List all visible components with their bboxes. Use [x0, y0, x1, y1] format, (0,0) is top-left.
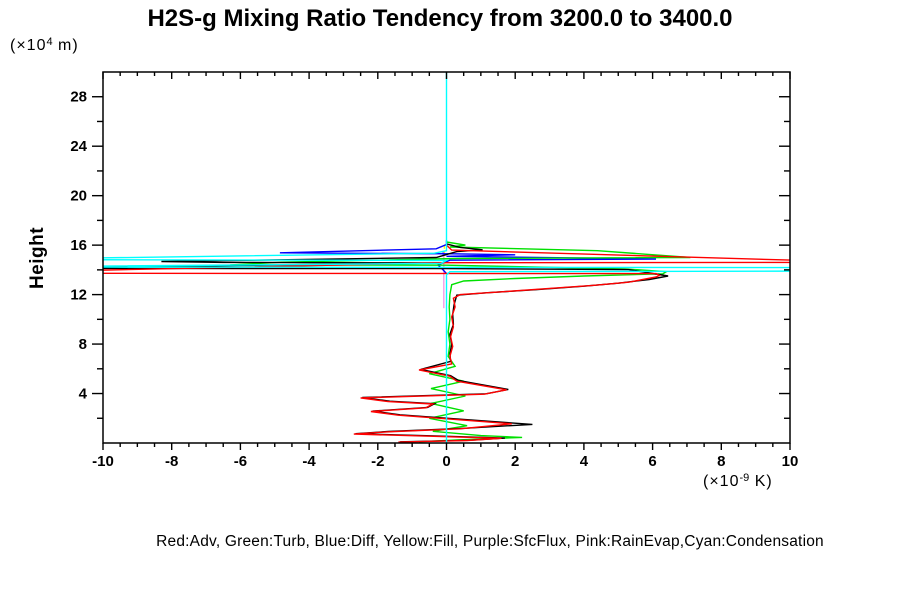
y-unit-pre: (×10	[10, 37, 47, 54]
y-tick-label: 8	[79, 336, 87, 353]
legend: Red:Adv, Green:Turb, Blue:Diff, Yellow:F…	[156, 533, 824, 550]
axis-ticks	[92, 72, 791, 450]
series-adv	[103, 244, 790, 443]
x-tick-label: -4	[302, 453, 316, 470]
y-unit-exponent: 4	[46, 36, 53, 48]
chart-title: H2S-g Mixing Ratio Tendency from 3200.0 …	[147, 5, 733, 32]
x-tick-label: 0	[442, 453, 450, 470]
series-lines	[103, 72, 790, 443]
x-tick-label: 10	[782, 453, 799, 470]
x-tick-label: 2	[511, 453, 519, 470]
x-tick-label: -6	[234, 453, 247, 470]
x-axis-unit-label: (×10-9 K)	[703, 472, 773, 491]
y-tick-label: 12	[70, 287, 87, 304]
x-tick-label: 6	[648, 453, 656, 470]
x-tick-label: -10	[92, 453, 114, 470]
x-unit-post: K)	[749, 473, 773, 490]
y-tick-label: 4	[79, 386, 88, 403]
y-axis-unit-label: (×104 m)	[10, 36, 79, 55]
series-condensation	[103, 72, 790, 443]
x-unit-pre: (×10	[703, 473, 740, 490]
x-unit-exponent: -9	[739, 472, 750, 484]
x-tick-label: -8	[165, 453, 178, 470]
y-tick-label: 28	[70, 89, 87, 106]
x-tick-label: -2	[371, 453, 384, 470]
y-tick-label: 16	[70, 237, 87, 254]
y-tick-label: 20	[70, 188, 87, 205]
y-tick-label: 24	[70, 138, 87, 155]
y-unit-post: m)	[52, 37, 79, 54]
series-turb	[230, 241, 691, 443]
x-tick-label: 8	[717, 453, 725, 470]
x-tick-label: 4	[580, 453, 589, 470]
